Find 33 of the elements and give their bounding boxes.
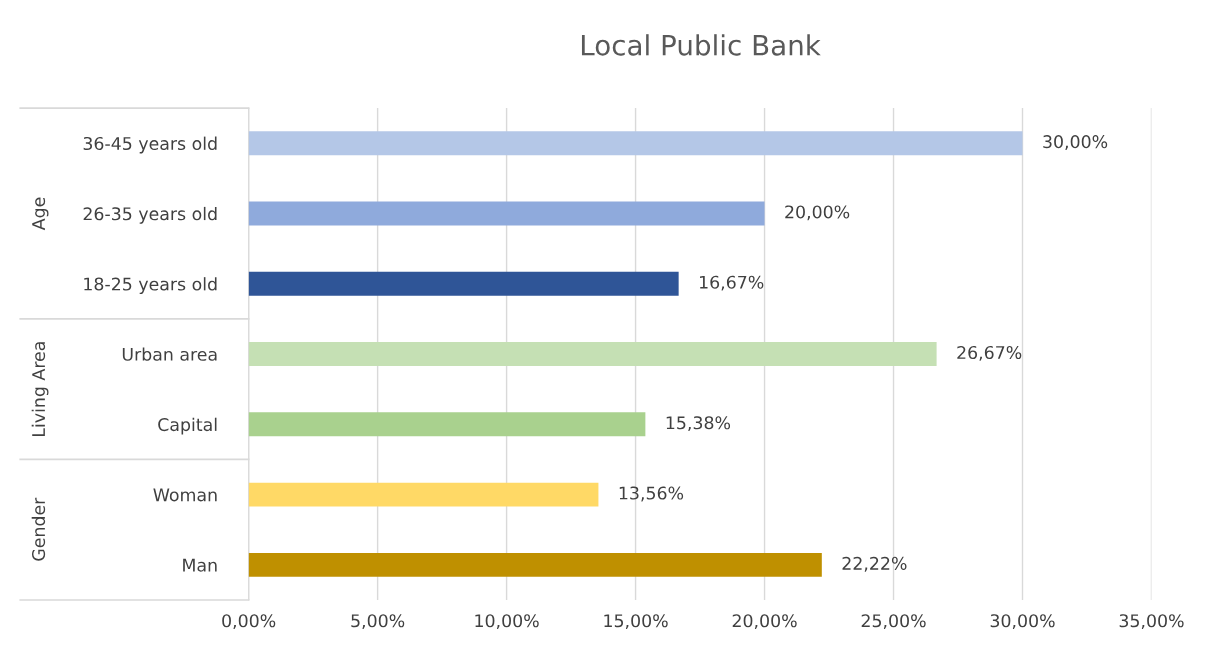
y-tick-label: Man <box>183 558 217 572</box>
x-tick-label: 30,00% <box>990 614 1055 630</box>
data-label: 26,67% <box>957 345 1022 361</box>
y-tick-label: 18-25 years old <box>84 277 217 294</box>
bar <box>248 271 679 296</box>
bar <box>248 552 822 577</box>
x-tick-label: 20,00% <box>732 614 797 630</box>
bar <box>248 201 765 226</box>
bar <box>248 482 599 507</box>
y-tick-label: Capital <box>158 417 217 435</box>
data-label: 22,22% <box>842 556 907 572</box>
x-tick-label: 25,00% <box>861 614 926 630</box>
x-tick-label: 0,00% <box>222 614 276 630</box>
y-tick-label: Woman <box>153 488 217 502</box>
y-tick-label: 36-45 years old <box>83 136 217 154</box>
text: Gender <box>31 497 46 561</box>
text: Age <box>32 197 49 231</box>
data-label: 13,56% <box>619 486 684 502</box>
x-tick-label: 35,00% <box>1119 614 1184 630</box>
text: Living Area <box>31 342 49 436</box>
data-label: 15,38% <box>666 416 731 432</box>
x-tick-label: 10,00% <box>475 614 539 630</box>
bar <box>248 131 1023 156</box>
bar <box>248 342 937 366</box>
y-tick-label: Urban area <box>122 347 217 361</box>
data-label: 30,00% <box>1043 135 1108 151</box>
x-tick-label: 5,00% <box>351 614 405 630</box>
data-label: 20,00% <box>785 205 850 221</box>
bar <box>248 412 646 437</box>
chart-title: Local Public Bank <box>581 34 821 56</box>
data-label: 16,67% <box>700 275 764 291</box>
x-tick-label: 15,00% <box>604 614 668 630</box>
y-tick-label: 26-35 years old <box>83 206 217 224</box>
